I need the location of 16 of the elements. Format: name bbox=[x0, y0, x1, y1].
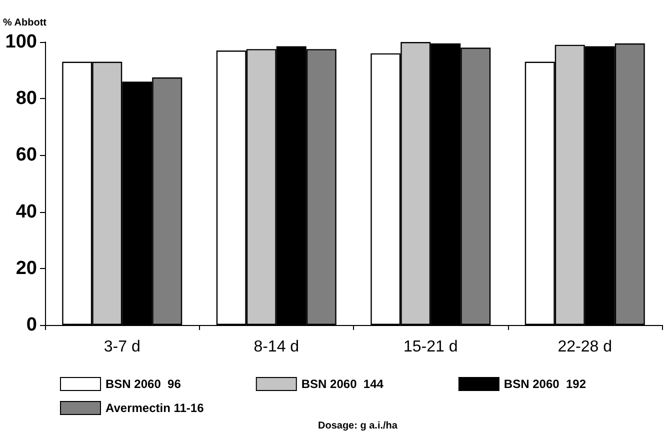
legend-label: BSN 2060 144 bbox=[301, 377, 384, 391]
legend-label: BSN 2060 96 bbox=[106, 377, 182, 391]
x-tick-label: 22-28 d bbox=[558, 338, 612, 356]
y-tick-label: 40 bbox=[16, 201, 37, 222]
y-tick-label: 20 bbox=[16, 258, 37, 279]
x-tick-label: 8-14 d bbox=[254, 338, 300, 356]
y-axis-title: % Abbott bbox=[3, 18, 48, 28]
y-tick-label: 60 bbox=[16, 144, 37, 166]
legend-label: Avermectin 11-16 bbox=[106, 401, 204, 415]
x-tick-label: 15-21 d bbox=[403, 338, 458, 356]
legend-label: BSN 2060 192 bbox=[504, 377, 586, 391]
x-tick-label: 3-7 d bbox=[104, 338, 140, 356]
text: Dosage: g a.i./ha bbox=[318, 420, 398, 432]
y-tick-label: 100 bbox=[5, 32, 37, 52]
y-tick-label: 0 bbox=[26, 314, 37, 336]
y-tick-label: 80 bbox=[16, 88, 37, 110]
